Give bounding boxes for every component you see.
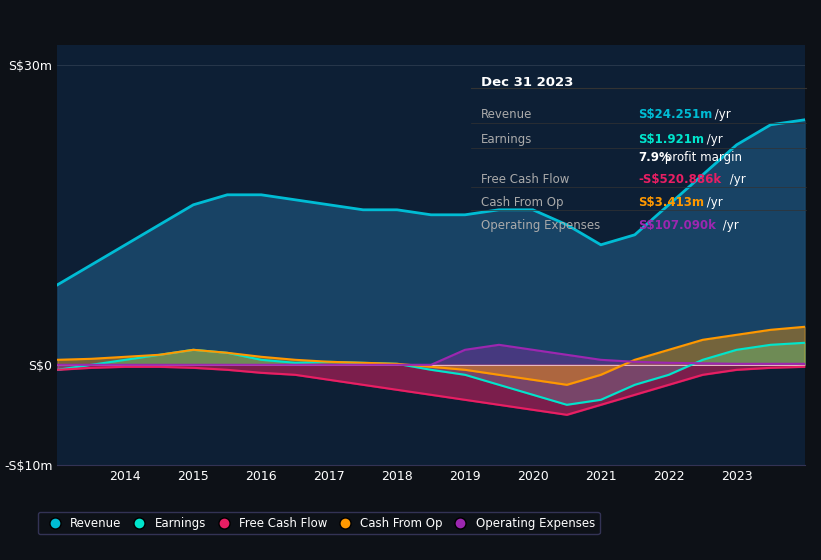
Text: S$107.090k: S$107.090k xyxy=(639,220,716,232)
Text: profit margin: profit margin xyxy=(661,151,742,164)
Text: Cash From Op: Cash From Op xyxy=(481,196,564,209)
Text: S$3.413m: S$3.413m xyxy=(639,196,704,209)
Text: /yr: /yr xyxy=(718,220,738,232)
Text: -S$520.886k: -S$520.886k xyxy=(639,172,722,186)
Text: Operating Expenses: Operating Expenses xyxy=(481,220,600,232)
Text: Revenue: Revenue xyxy=(481,108,533,121)
Text: Earnings: Earnings xyxy=(481,133,533,146)
Legend: Revenue, Earnings, Free Cash Flow, Cash From Op, Operating Expenses: Revenue, Earnings, Free Cash Flow, Cash … xyxy=(38,512,600,534)
Text: Free Cash Flow: Free Cash Flow xyxy=(481,172,570,186)
Text: S$24.251m: S$24.251m xyxy=(639,108,713,121)
Text: S$1.921m: S$1.921m xyxy=(639,133,704,146)
Text: /yr: /yr xyxy=(704,196,723,209)
Text: /yr: /yr xyxy=(727,172,746,186)
Text: /yr: /yr xyxy=(711,108,731,121)
Text: /yr: /yr xyxy=(704,133,723,146)
Text: Dec 31 2023: Dec 31 2023 xyxy=(481,76,574,89)
Text: 7.9%: 7.9% xyxy=(639,151,671,164)
